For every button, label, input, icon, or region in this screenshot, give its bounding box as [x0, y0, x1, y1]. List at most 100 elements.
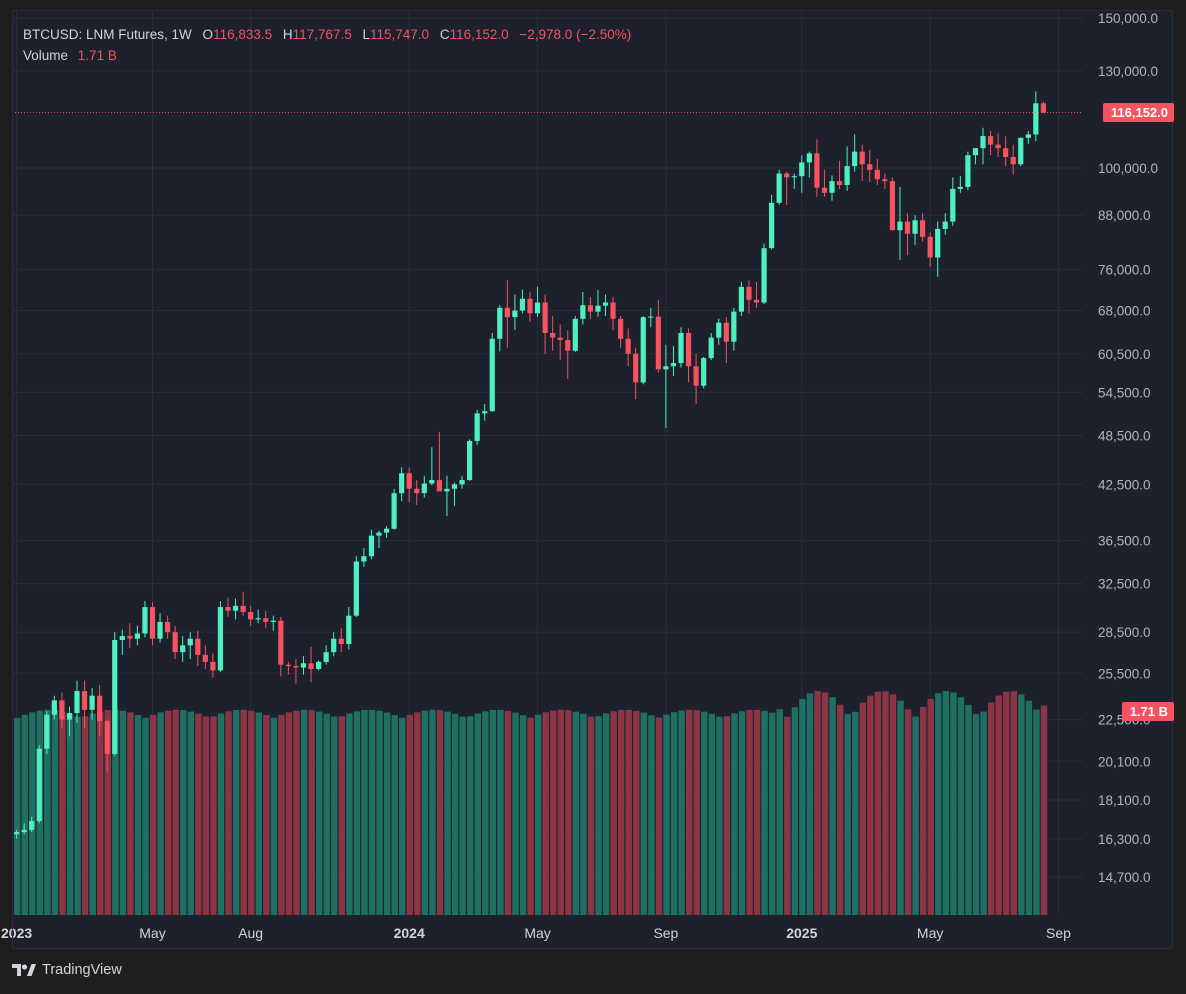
candle-body — [81, 691, 88, 710]
candle-body — [240, 605, 246, 612]
candle-body — [587, 305, 593, 312]
candle-body — [602, 302, 609, 306]
price-tick-label: 25,500.0 — [1098, 666, 1151, 681]
tradingview-logo[interactable]: TradingView — [12, 962, 122, 978]
volume-bar — [534, 714, 542, 915]
volume-bar — [980, 711, 987, 915]
candle-body — [195, 638, 201, 655]
price-tick-label: 100,000.0 — [1098, 161, 1158, 176]
volume-bar — [927, 698, 934, 915]
candle-body — [436, 480, 442, 492]
volume-bar — [572, 711, 580, 915]
price-tick-label: 88,000.0 — [1098, 208, 1151, 223]
time-tick-label: May — [524, 925, 550, 941]
candle-body — [165, 621, 171, 633]
candle-body — [270, 620, 276, 622]
candle-body — [414, 488, 420, 494]
volume-bar — [595, 716, 602, 915]
candle-body — [112, 640, 118, 755]
price-tick-label: 16,300.0 — [1098, 832, 1151, 847]
volume-bar — [51, 710, 59, 915]
volume-bar — [361, 710, 368, 915]
candle-body — [504, 307, 510, 318]
time-tick-label: 2024 — [394, 925, 425, 941]
volume-bar — [414, 712, 421, 915]
candle-body — [625, 338, 631, 354]
candle-body — [74, 691, 80, 714]
volume-bar — [935, 693, 942, 915]
candle-body — [550, 332, 556, 338]
volume-bar — [542, 712, 549, 915]
volume-bar — [625, 709, 632, 915]
volume-bar — [353, 711, 361, 915]
volume-bar — [648, 715, 655, 915]
candle-body — [867, 164, 873, 170]
candle-body — [323, 652, 329, 662]
price-tick-label: 130,000.0 — [1098, 64, 1158, 79]
volume-bar — [278, 714, 285, 915]
price-tick-label: 14,700.0 — [1098, 870, 1151, 885]
candle-body — [497, 307, 503, 339]
volume-bar — [565, 710, 572, 915]
candle-body — [149, 607, 156, 639]
volume-label[interactable]: Volume — [23, 48, 69, 63]
candle-body — [663, 366, 669, 370]
symbol-label[interactable]: BTCUSD: LNM Futures, 1W — [23, 27, 192, 42]
high-label: H — [282, 27, 293, 42]
candle-body — [368, 535, 375, 557]
volume-bar — [799, 698, 806, 915]
last-price-tag: 116,152.0 — [1102, 102, 1174, 122]
volume-bar — [580, 713, 587, 915]
volume-row: Volume 1.71 B — [23, 45, 631, 66]
candle-body — [776, 173, 782, 203]
volume-bar — [59, 711, 66, 915]
candle-body — [965, 155, 971, 187]
volume-bar — [248, 710, 255, 915]
volume-bar — [451, 713, 459, 915]
candle-body — [519, 298, 526, 311]
time-axis-labels: 2023 May Aug 2024 May Sep 2025 May Sep — [1, 925, 1071, 941]
price-tick-label: 54,500.0 — [1098, 385, 1151, 400]
candle-body — [444, 488, 450, 492]
candle-body — [89, 695, 95, 710]
volume-bar — [655, 717, 663, 915]
volume-bar — [610, 711, 617, 915]
candle-body — [263, 618, 269, 622]
volume-bar — [104, 710, 111, 915]
candle-body — [399, 473, 405, 494]
volume-bar — [957, 697, 965, 915]
candle-body — [248, 611, 254, 620]
volume-bar — [127, 712, 134, 915]
candle-body — [557, 337, 563, 340]
volume-bar — [187, 711, 195, 915]
time-axis[interactable] — [12, 915, 1174, 950]
candle-body — [874, 169, 880, 180]
volume-bar — [806, 693, 814, 915]
low-value: 115,747.0 — [369, 27, 430, 42]
volume-bar — [225, 711, 232, 915]
price-tick-label: 32,500.0 — [1098, 577, 1151, 592]
candle-body — [187, 638, 193, 646]
candle-body — [791, 176, 797, 178]
volume-bar — [1040, 705, 1048, 915]
volume-bar — [527, 717, 534, 915]
candle-body — [134, 633, 140, 639]
price-tick-label: 150,000.0 — [1098, 11, 1158, 26]
candle-body — [723, 322, 729, 342]
volume-bar — [406, 714, 413, 915]
volume-bar — [852, 711, 859, 915]
volume-bar — [338, 716, 346, 915]
volume-bar — [784, 716, 791, 915]
time-tick-label: May — [917, 925, 943, 941]
close-label: C — [439, 27, 450, 42]
candle-body — [51, 700, 57, 715]
price-tick-label: 42,500.0 — [1098, 477, 1151, 492]
candle-body — [595, 305, 601, 312]
price-axis[interactable] — [1083, 10, 1174, 915]
candle-body — [482, 411, 488, 414]
candle-body — [542, 302, 548, 333]
candle-body — [950, 188, 956, 222]
candle-body — [316, 661, 322, 669]
volume-bar — [255, 712, 262, 915]
